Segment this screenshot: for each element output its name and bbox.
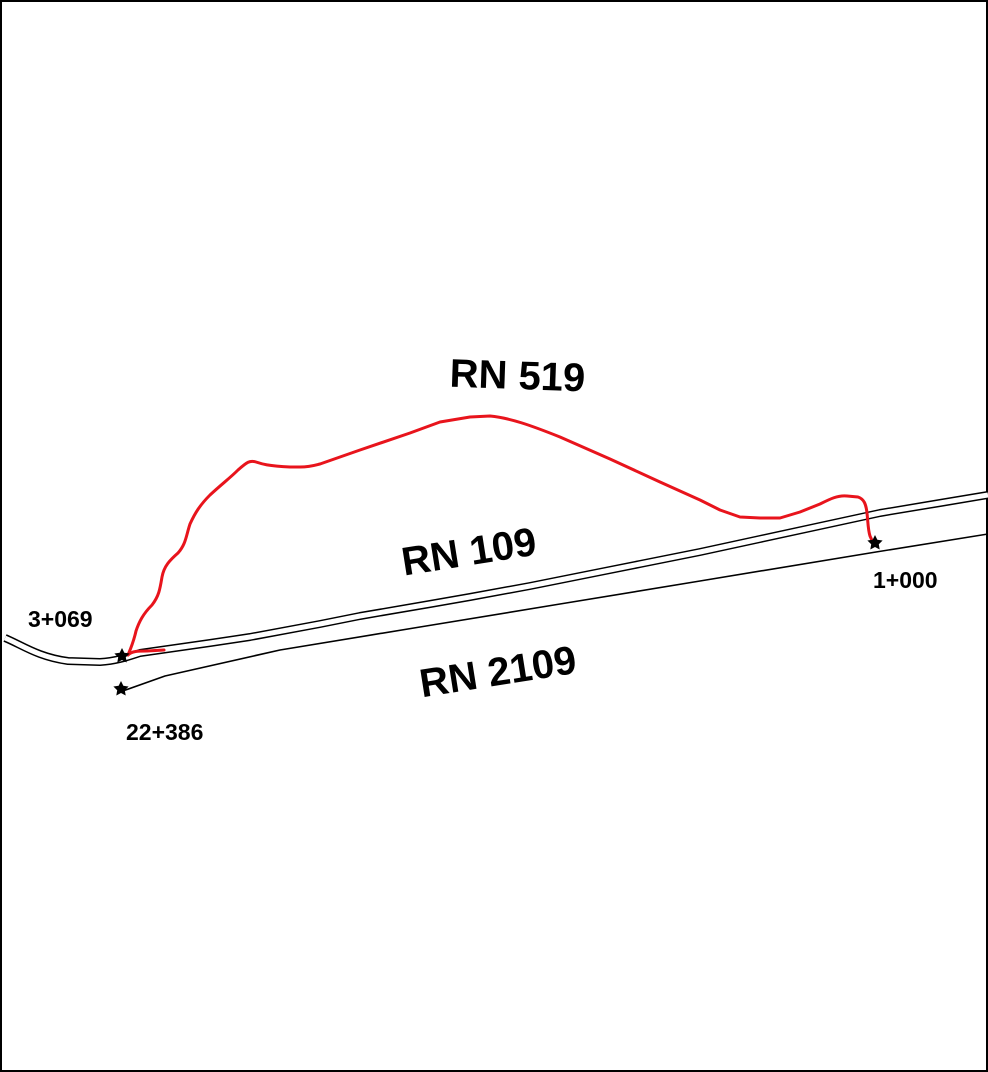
star-icon: [867, 535, 883, 550]
label-pk-3069: 3+069: [28, 606, 93, 632]
road-rn109: [3, 491, 988, 666]
label-rn519: RN 519: [449, 352, 586, 401]
road-rn2109: [119, 533, 988, 693]
road-rn519: [126, 414, 876, 657]
road-rn519-spur: [126, 648, 166, 657]
road-rn109-core: [4, 492, 988, 665]
marker-1000: [867, 535, 883, 550]
label-pk-1000: 1+000: [873, 567, 938, 593]
star-icon: [114, 648, 130, 663]
marker-3069: [114, 648, 130, 663]
marker-22386: [113, 681, 129, 696]
label-pk-22386: 22+386: [126, 719, 203, 745]
star-icon: [113, 681, 129, 696]
